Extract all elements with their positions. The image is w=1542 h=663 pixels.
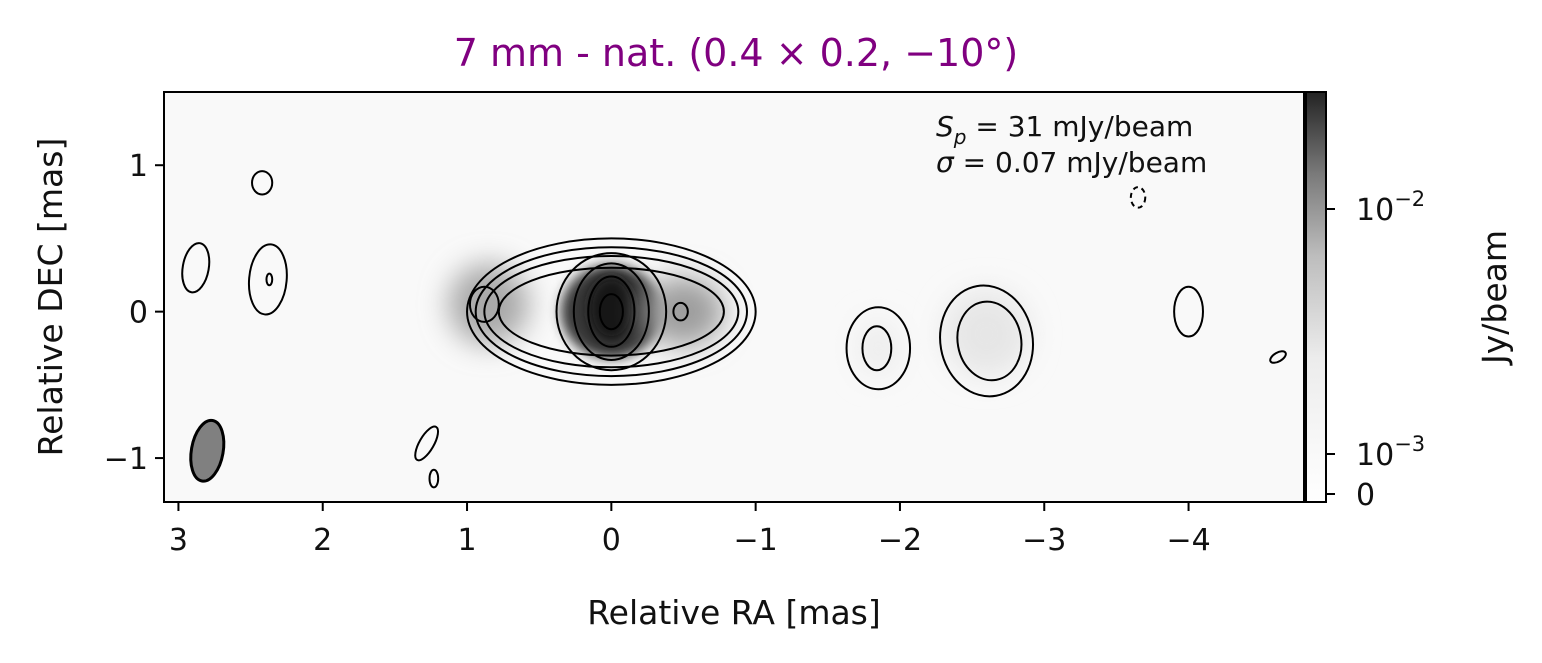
peak-value: = 31 mJy/beam (966, 110, 1193, 143)
contour-line (414, 425, 440, 462)
emission-layer (448, 263, 1030, 378)
y-tick-label: 1 (129, 149, 148, 184)
contour-line (474, 246, 748, 378)
peak-annotation: Sp = 31 mJy/beam (936, 110, 1193, 149)
contour-line (497, 266, 725, 357)
sigma-value: = 0.07 mJy/beam (954, 146, 1207, 179)
contour-line (466, 237, 757, 386)
contour-line (587, 275, 636, 348)
plot-frame (163, 91, 1305, 503)
contour-line (468, 285, 500, 323)
emission-blob (448, 263, 530, 346)
x-tick-label: −1 (734, 523, 778, 558)
x-tick-label: −2 (878, 523, 922, 558)
x-ticks: 3 2 1 0 −1 −2 −3 −4 (169, 502, 1211, 558)
x-tick-label: 3 (169, 523, 188, 558)
y-ticks: 1 0 −1 (104, 149, 164, 477)
emission-blob (643, 276, 724, 347)
contour-layer (181, 170, 1287, 489)
contour-line (572, 262, 650, 361)
peak-symbol: S (936, 110, 954, 143)
colorbar-ticks: 10−2 10−3 0 (1326, 187, 1425, 513)
contour-line (555, 252, 668, 372)
peak-subscript: p (953, 125, 967, 149)
x-tick-label: 1 (457, 523, 476, 558)
contour-line (428, 468, 440, 489)
emission-blob (856, 318, 900, 378)
sigma-annotation: σ = 0.07 mJy/beam (936, 146, 1207, 179)
chart-title: 7 mm - nat. (0.4 × 0.2, −10°) (454, 31, 1018, 75)
beam-ellipse (189, 418, 226, 483)
x-tick-label: 0 (602, 523, 621, 558)
x-tick-label: 2 (313, 523, 332, 558)
contour-line (483, 255, 740, 369)
contour-line (956, 300, 1023, 382)
contour-line (181, 242, 211, 294)
emission-blob (588, 276, 635, 341)
x-axis-label: Relative RA [mas] (587, 593, 881, 632)
sigma-symbol: σ (936, 146, 955, 179)
contour-line (672, 301, 689, 322)
colorbar-label: Jy/beam (1475, 230, 1514, 366)
colorbar-tick-label: 10−2 (1356, 187, 1425, 228)
contour-line (247, 243, 288, 316)
contour-line (598, 293, 624, 331)
y-axis-label: Relative DEC [mas] (31, 138, 70, 457)
colorbar (1305, 91, 1327, 503)
x-tick-label: −3 (1022, 523, 1066, 558)
contour-line (845, 306, 912, 391)
y-tick-label: 0 (129, 296, 148, 331)
colorbar-tick-label: 10−3 (1356, 432, 1425, 473)
contour-line (265, 272, 274, 287)
contour-line (251, 170, 274, 196)
contour-line (1129, 186, 1147, 209)
y-tick-label: −1 (104, 442, 148, 477)
contour-line (1173, 285, 1204, 338)
x-tick-label: −4 (1166, 523, 1210, 558)
contour-line (1269, 350, 1287, 364)
beam-layer (189, 418, 226, 483)
contour-line (861, 325, 893, 372)
contour-line (939, 284, 1035, 398)
colorbar-tick-label: 0 (1356, 478, 1375, 513)
